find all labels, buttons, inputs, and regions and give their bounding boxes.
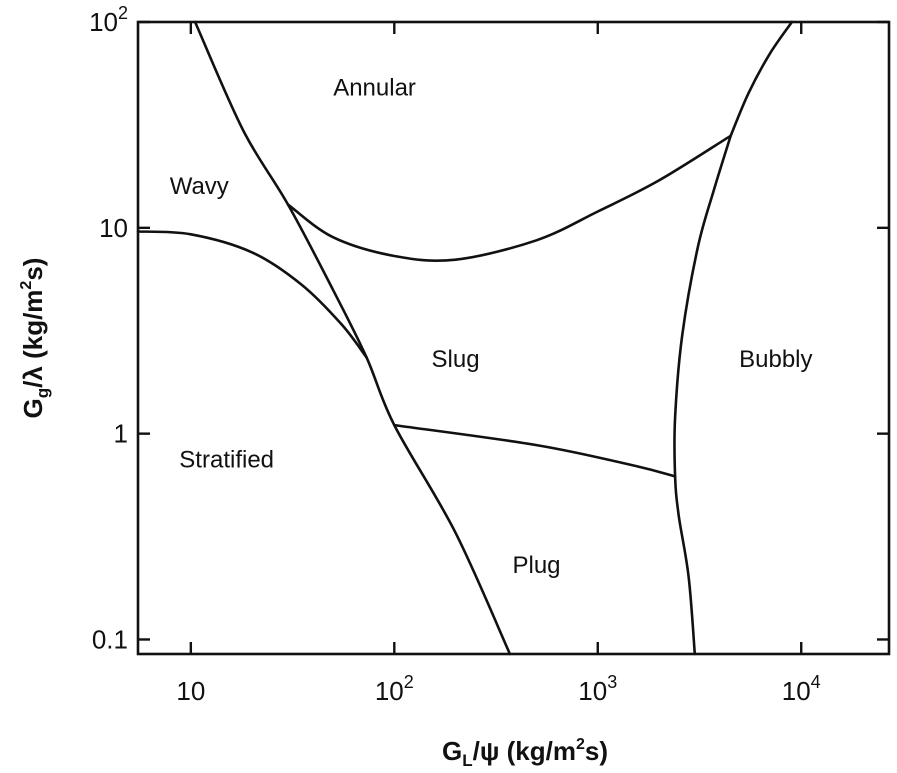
boundary-stratified-slug-plug <box>193 20 512 656</box>
y-tick-label: 102 <box>89 3 128 37</box>
y-tick-label: 10 <box>99 213 128 243</box>
boundary-bubbly-upper <box>729 20 794 138</box>
plot-frame <box>136 20 891 656</box>
boundary-annular-slug <box>286 134 732 263</box>
tick-labels: 10 102 103 104 0.1 1 10 102 <box>89 3 821 706</box>
region-label-wavy: Wavy <box>170 173 229 200</box>
region-labels: Annular Wavy Slug Bubbly Stratified Plug <box>170 75 813 579</box>
axis-ticks <box>138 20 889 654</box>
x-axis-title: GL/ψ (kg/m2s) <box>442 736 608 770</box>
boundary-slug-plug <box>393 423 677 478</box>
y-axis-title: Gg/λ (kg/m2s) <box>18 258 52 419</box>
region-label-slug: Slug <box>432 346 480 373</box>
region-label-plug: Plug <box>512 552 560 579</box>
x-tick-label: 104 <box>782 672 821 706</box>
boundary-bubbly-lower <box>673 134 732 656</box>
x-tick-label: 102 <box>375 672 414 706</box>
y-tick-label: 0.1 <box>92 624 128 654</box>
x-tick-label: 10 <box>176 676 205 706</box>
region-label-bubbly: Bubbly <box>739 346 812 373</box>
x-tick-label: 103 <box>578 672 617 706</box>
boundary-wavy-stratified <box>136 230 368 359</box>
boundary-lines <box>136 20 794 656</box>
region-label-annular: Annular <box>333 75 416 102</box>
y-tick-label: 1 <box>114 419 128 449</box>
region-label-stratified: Stratified <box>179 446 274 473</box>
